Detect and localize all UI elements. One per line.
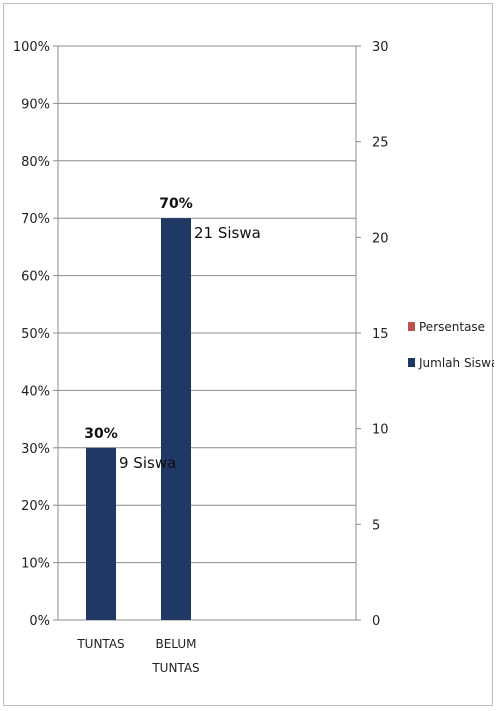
right-axis-tick-label: 10 bbox=[372, 423, 389, 438]
left-axis-tick-label: 20% bbox=[21, 499, 50, 514]
legend-label: Jumlah Siswa bbox=[418, 356, 494, 370]
left-axis-tick-label: 60% bbox=[21, 270, 50, 285]
data-label-jumlah-siswa: 9 Siswa bbox=[119, 454, 176, 472]
left-axis-tick-label: 0% bbox=[29, 614, 50, 629]
left-axis-tick-label: 10% bbox=[21, 557, 50, 572]
chart-svg: 0% 10% 20% 30% 40% 50% 60% 70% 80% 90% 100% 0 5 10 15 2… bbox=[13, 40, 498, 675]
right-axis-tick-label: 20 bbox=[372, 231, 389, 246]
legend-label: Persentase bbox=[419, 320, 485, 334]
left-axis-tick-label: 70% bbox=[21, 212, 50, 227]
left-axis-tick-label: 90% bbox=[21, 97, 50, 112]
left-axis-tick-label: 30% bbox=[21, 442, 50, 457]
left-axis-tick-label: 80% bbox=[21, 155, 50, 170]
data-label-jumlah-siswa: 21 Siswa bbox=[194, 224, 261, 242]
x-category-label: BELUM bbox=[155, 637, 196, 651]
x-category-label: TUNTAS bbox=[76, 637, 124, 651]
legend-swatch bbox=[408, 322, 415, 331]
data-label-persentase: 30% bbox=[84, 426, 118, 442]
left-axis-tick-label: 100% bbox=[13, 40, 50, 55]
chart-frame: 0% 10% 20% 30% 40% 50% 60% 70% 80% 90% 100% 0 5 10 15 2… bbox=[3, 3, 498, 706]
right-axis-tick-label: 15 bbox=[372, 327, 389, 342]
legend-swatch bbox=[408, 358, 415, 367]
left-axis-tick-label: 50% bbox=[21, 327, 50, 342]
right-axis-tick-label: 30 bbox=[372, 40, 389, 55]
data-label-persentase: 70% bbox=[159, 196, 193, 212]
right-axis-tick-label: 5 bbox=[372, 518, 380, 533]
bar-jumlah-siswa bbox=[86, 447, 116, 620]
right-axis-tick-label: 0 bbox=[372, 614, 380, 629]
bar-jumlah-siswa bbox=[161, 218, 191, 620]
x-category-label: TUNTAS bbox=[151, 661, 199, 675]
right-axis-tick-label: 25 bbox=[372, 136, 389, 151]
left-axis-tick-label: 40% bbox=[21, 384, 50, 399]
